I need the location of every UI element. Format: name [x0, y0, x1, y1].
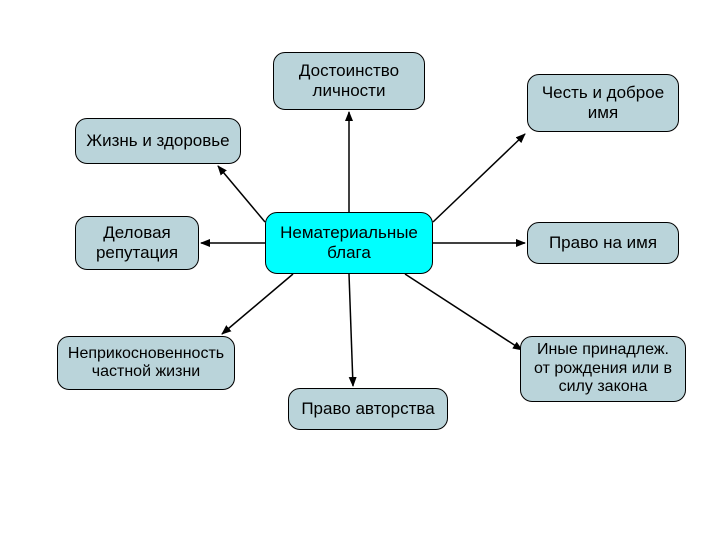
node-left-mid-label: Деловая репутация	[82, 223, 192, 262]
node-center-label: Нематериальные блага	[272, 223, 426, 262]
node-right-mid: Право на имя	[527, 222, 679, 264]
node-top: Достоинство личности	[273, 52, 425, 110]
node-top-right: Честь и доброе имя	[527, 74, 679, 132]
diagram-stage: Нематериальные блага Достоинство личност…	[0, 0, 720, 540]
node-center: Нематериальные блага	[265, 212, 433, 274]
node-bottom-label: Право авторства	[301, 399, 434, 419]
node-top-right-label: Честь и доброе имя	[534, 83, 672, 122]
node-left-lower: Неприкосновенность частной жизни	[57, 336, 235, 390]
node-right-lower-label: Иные принадлеж. от рождения или в силу з…	[527, 341, 679, 396]
node-right-lower: Иные принадлеж. от рождения или в силу з…	[520, 336, 686, 402]
node-left-upper-label: Жизнь и здоровье	[86, 131, 229, 151]
node-top-label: Достоинство личности	[280, 61, 418, 100]
node-bottom: Право авторства	[288, 388, 448, 430]
node-right-mid-label: Право на имя	[549, 233, 657, 253]
node-left-mid: Деловая репутация	[75, 216, 199, 270]
node-left-upper: Жизнь и здоровье	[75, 118, 241, 164]
node-left-lower-label: Неприкосновенность частной жизни	[64, 345, 228, 382]
